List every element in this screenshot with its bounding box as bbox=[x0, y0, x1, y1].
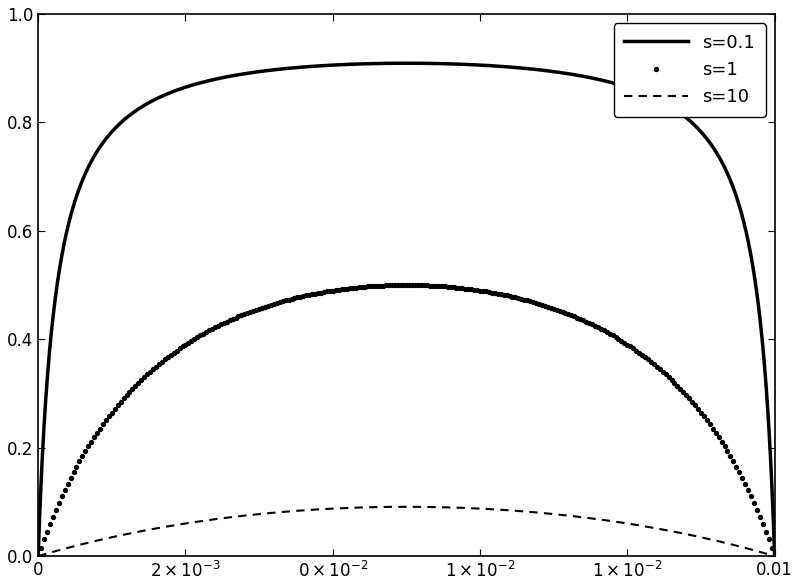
s=10 bbox=[307, 506, 317, 513]
s=1 bbox=[73, 460, 82, 467]
s=10 bbox=[476, 505, 486, 512]
s=0.1 bbox=[640, 90, 650, 97]
Legend: s=0.1, s=1, s=10: s=0.1, s=1, s=10 bbox=[614, 23, 766, 116]
s=10 bbox=[640, 523, 650, 530]
s=0.1 bbox=[50, 299, 59, 306]
s=10 bbox=[99, 536, 109, 543]
s=1 bbox=[307, 290, 317, 298]
s=1 bbox=[640, 353, 650, 360]
s=0.1 bbox=[476, 62, 486, 69]
s=0.1 bbox=[99, 138, 109, 145]
s=0.1 bbox=[34, 553, 43, 560]
s=1 bbox=[476, 287, 486, 294]
Line: s=0.1: s=0.1 bbox=[38, 64, 774, 556]
s=1 bbox=[99, 420, 109, 427]
s=1 bbox=[402, 282, 411, 289]
s=0.1 bbox=[402, 60, 411, 67]
s=10 bbox=[34, 553, 43, 560]
s=0.1 bbox=[307, 63, 317, 70]
s=1 bbox=[50, 509, 59, 516]
s=10 bbox=[50, 548, 59, 555]
s=0.1 bbox=[73, 189, 82, 196]
s=10 bbox=[402, 503, 411, 510]
s=1 bbox=[770, 553, 779, 560]
Line: s=10: s=10 bbox=[38, 507, 774, 556]
s=0.1 bbox=[770, 553, 779, 560]
s=1 bbox=[34, 553, 43, 560]
s=10 bbox=[73, 542, 82, 549]
Line: s=1: s=1 bbox=[36, 283, 777, 558]
s=10 bbox=[770, 553, 779, 560]
